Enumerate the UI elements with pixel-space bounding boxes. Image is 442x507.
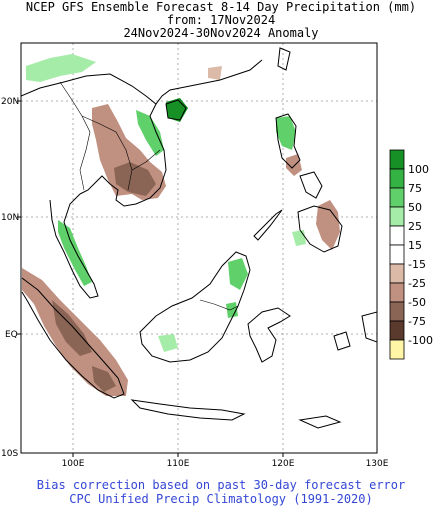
legend-swatch xyxy=(389,339,405,360)
coastline-palawan xyxy=(253,209,283,241)
lat-label-10n: 10N xyxy=(1,213,19,223)
coastlines xyxy=(21,47,377,429)
legend-label: -50 xyxy=(408,296,426,309)
dry-anomaly-luzon xyxy=(208,66,222,80)
legend-label: -15 xyxy=(408,258,426,271)
wet-anomaly-areas xyxy=(26,54,306,352)
legend-swatch xyxy=(389,320,405,341)
dry-anomaly-philippines-north xyxy=(286,154,302,176)
dry-anomaly-cambodia-core xyxy=(114,162,156,196)
wet-anomaly-malay-peninsula xyxy=(58,220,92,286)
coastline-maluku xyxy=(333,331,351,351)
dry-anomaly-sumatra-core xyxy=(52,300,92,356)
map-title: NCEP GFS Ensemble Forecast 8-14 Day Prec… xyxy=(25,0,417,14)
map-area xyxy=(21,43,377,453)
legend-swatch xyxy=(389,282,405,303)
legend-swatch xyxy=(389,206,405,227)
wet-anomaly-north-vietnam xyxy=(26,54,96,82)
wet-anomaly-mindanao xyxy=(292,230,306,246)
legend-swatch xyxy=(389,263,405,284)
axis-ticks xyxy=(17,100,284,457)
wet-anomaly-luzon xyxy=(276,116,296,150)
legend-swatch xyxy=(389,168,405,189)
dry-anomaly-sumatra-south xyxy=(92,366,116,392)
map-subtitle-period: 24Nov2024-30Nov2024 Anomaly xyxy=(123,26,319,40)
map-subtitle-date: from: 17Nov2024 xyxy=(166,13,276,27)
coastline-hainan xyxy=(165,99,187,121)
legend-colorbar xyxy=(389,149,405,360)
legend-swatch xyxy=(389,149,405,170)
coastline-new-guinea xyxy=(361,311,377,343)
country-borders xyxy=(59,81,239,311)
lon-label-130e: 130E xyxy=(366,459,389,469)
coastline-malay-peninsula xyxy=(49,193,99,299)
coastline-philippines-central xyxy=(299,171,323,199)
lon-label-100e: 100E xyxy=(62,459,85,469)
map-frame xyxy=(20,42,378,454)
dry-anomaly-areas xyxy=(22,66,340,396)
wet-anomaly-sulawesi xyxy=(226,302,238,318)
coastline-timor xyxy=(298,415,342,429)
legend-swatch xyxy=(389,187,405,208)
wet-anomaly-vietnam-coast xyxy=(136,110,164,156)
coastline-indochina xyxy=(79,103,167,207)
coastline-sumatra xyxy=(21,277,125,399)
coastline-sulawesi xyxy=(247,307,291,363)
legend-label: 100 xyxy=(408,163,429,176)
lat-label-eq: EQ xyxy=(5,330,18,340)
wet-anomaly-borneo xyxy=(228,258,248,290)
coastline-taiwan xyxy=(277,47,291,71)
legend-label: 75 xyxy=(408,182,422,195)
legend-label: -75 xyxy=(408,315,426,328)
coastline-luzon xyxy=(275,113,301,169)
coastline-china-vietnam xyxy=(21,59,263,105)
legend-label: 25 xyxy=(408,220,422,233)
lon-label-120e: 120E xyxy=(272,459,295,469)
lat-label-10s: 10S xyxy=(1,449,18,459)
legend-label: 15 xyxy=(408,239,422,252)
legend-swatch xyxy=(389,301,405,322)
legend-label: -25 xyxy=(408,277,426,290)
footer-bias-note: Bias correction based on past 30-day for… xyxy=(36,478,406,492)
legend-label: 50 xyxy=(408,201,422,214)
lon-label-110e: 110E xyxy=(167,459,190,469)
coastline-java xyxy=(130,399,246,421)
legend-label: -100 xyxy=(408,334,433,347)
legend-swatch xyxy=(389,244,405,265)
legend-swatch xyxy=(389,225,405,246)
dry-anomaly-philippines xyxy=(316,200,340,250)
coastline-mindanao xyxy=(297,205,343,253)
coastline-borneo xyxy=(139,251,251,363)
footer-climatology-note: CPC Unified Precip Climatology (1991-202… xyxy=(69,492,373,506)
lat-label-20n: 20N xyxy=(1,97,19,107)
wet-anomaly-kalimantan-south xyxy=(158,334,178,352)
